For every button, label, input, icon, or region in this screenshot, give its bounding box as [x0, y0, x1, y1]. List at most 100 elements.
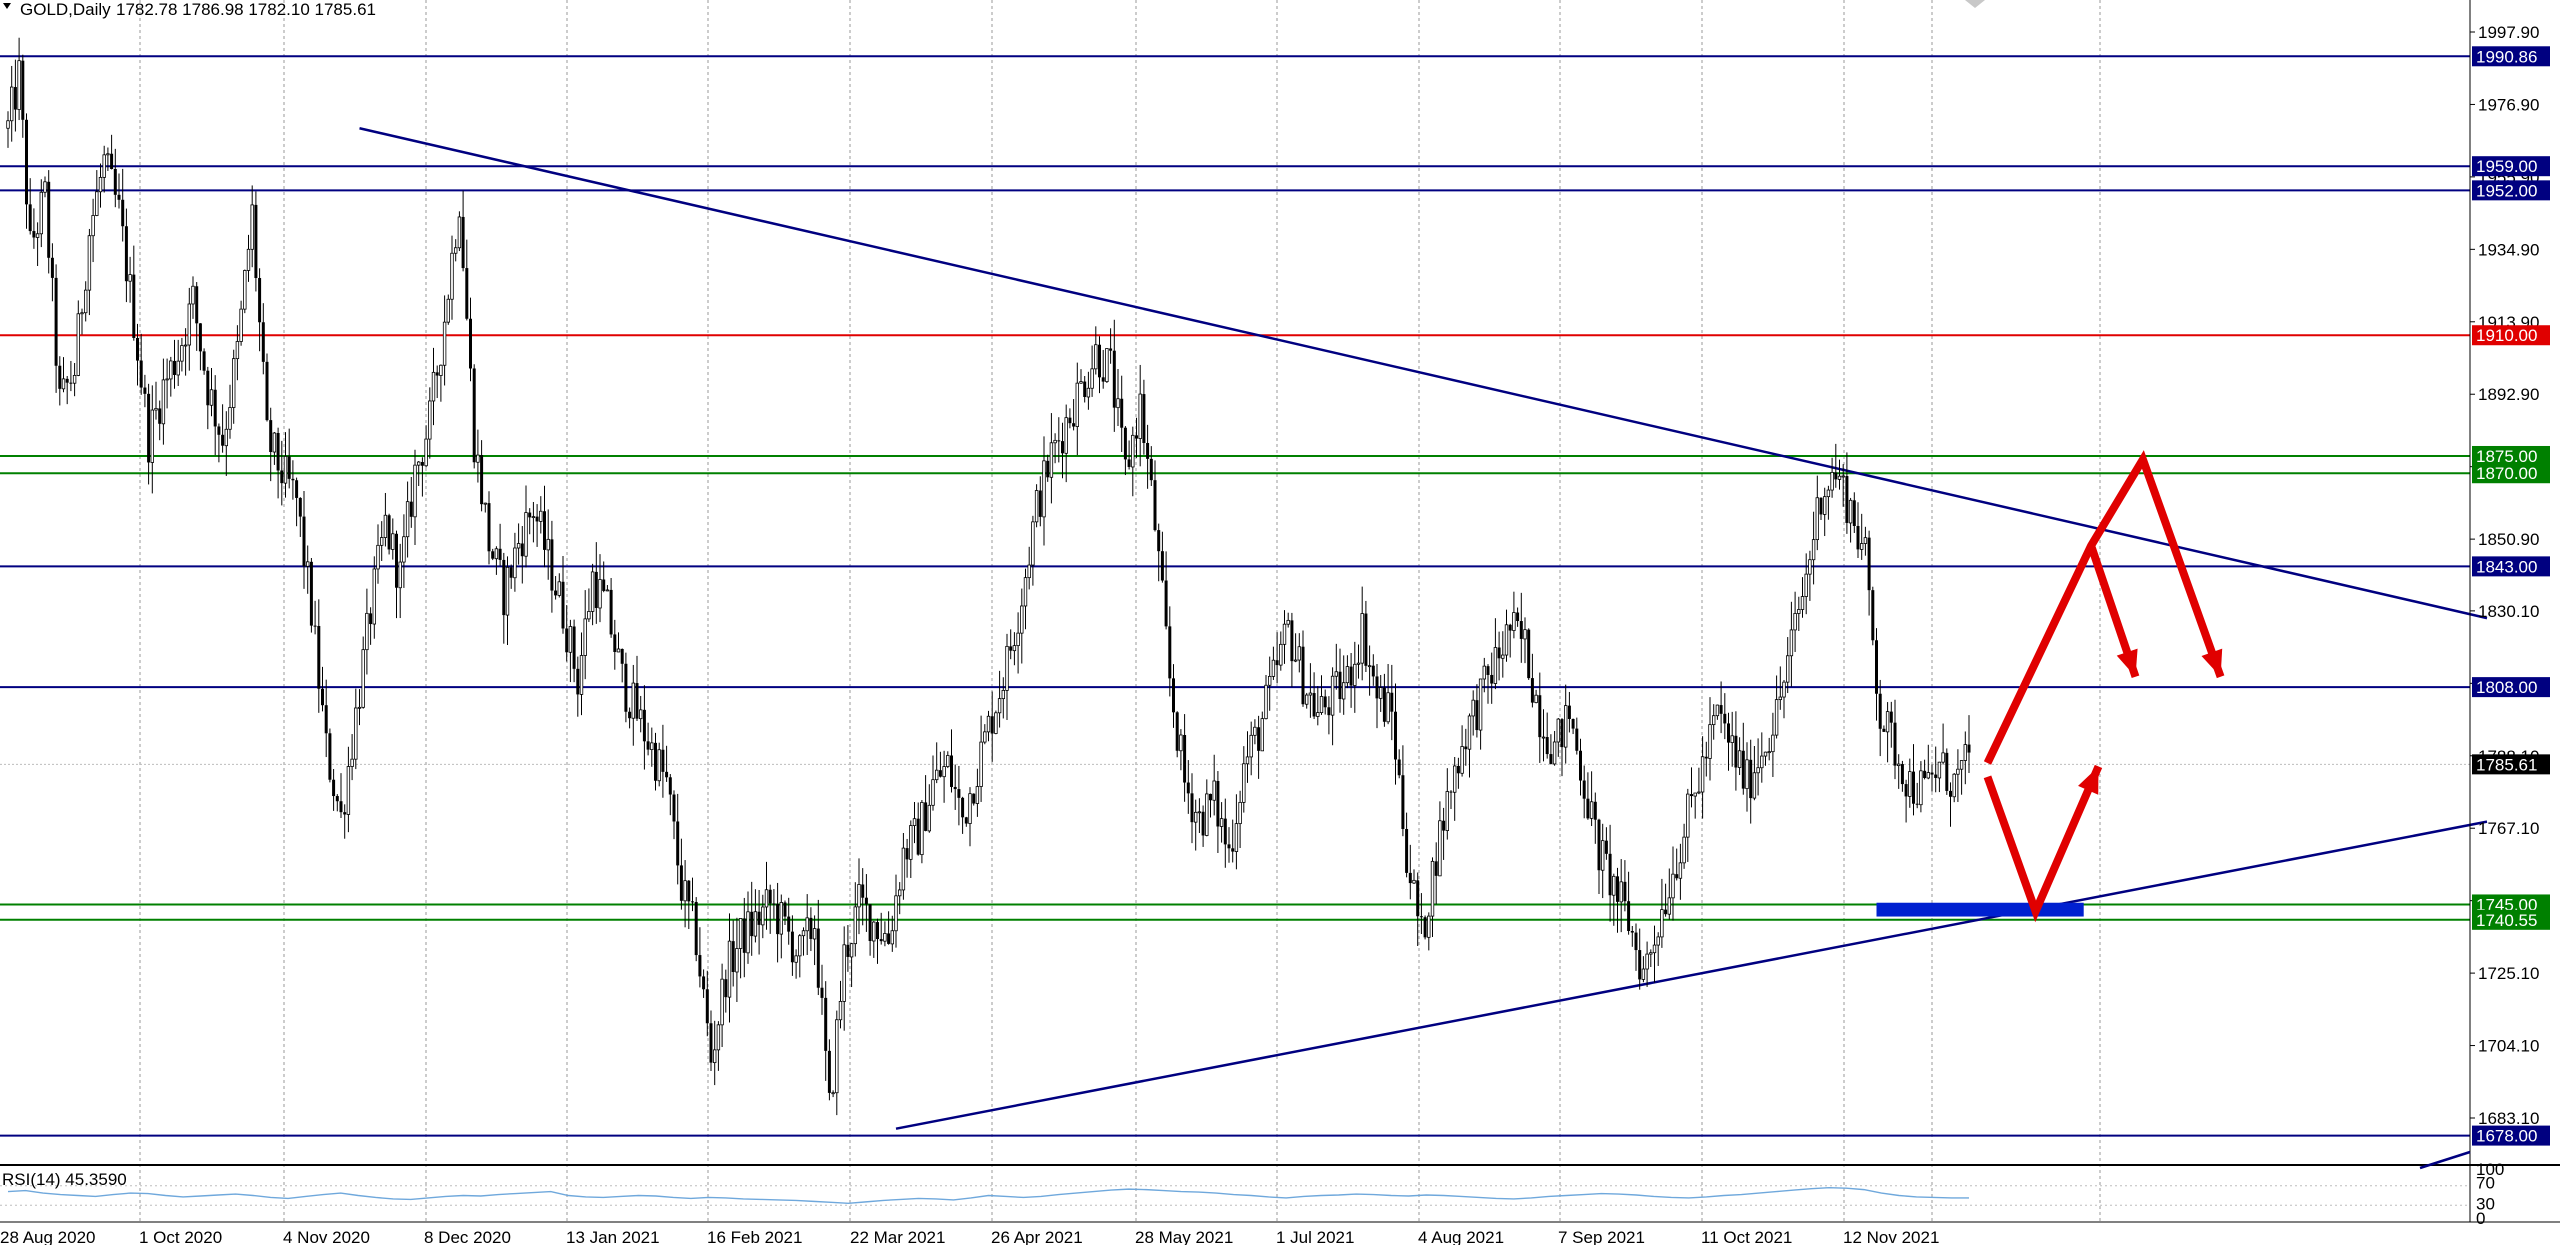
candle-body-bull: [450, 252, 454, 300]
candle-body-bear: [1109, 348, 1113, 351]
price-label-7: 1850.90: [2478, 530, 2539, 549]
candle-body-bear: [790, 931, 794, 963]
candle-body-bear: [687, 880, 691, 902]
candle-body-bear: [824, 997, 828, 1051]
candle-body-bear: [58, 365, 62, 389]
candle-body-bull: [1260, 718, 1264, 752]
time-axis[interactable]: 28 Aug 2020 1 Oct 2020 4 Nov 2020 8 Dec 202…: [0, 1228, 1939, 1245]
candle-body-bear: [295, 480, 299, 498]
projection-arrow-down-to-support-head: [2078, 766, 2099, 795]
candle-body-bull: [379, 537, 384, 546]
candle-body-bull: [831, 1092, 835, 1095]
date-label-9: 1 Jul 2021: [1276, 1228, 1354, 1245]
candle-body-bear: [550, 539, 554, 591]
candle-body-bull: [1512, 612, 1516, 631]
candle-body-bull: [1086, 387, 1091, 398]
candle-body-bear: [565, 628, 569, 653]
candle-body-bull: [1712, 715, 1716, 726]
candle-body-bull: [1830, 471, 1834, 491]
symbol-label: GOLD,Daily: [20, 0, 111, 19]
candle-body-bear: [950, 755, 953, 787]
candle-body-bear: [827, 1050, 831, 1093]
trendlines: [359, 127, 2488, 1130]
candle-body-bull: [986, 715, 991, 733]
candle-body-bull: [235, 341, 240, 360]
candle-body-bull: [1848, 499, 1853, 524]
candle-body-bear: [480, 455, 484, 505]
candle-body-bull: [354, 707, 358, 760]
candle-body-bull: [738, 918, 743, 949]
price-label-5: 1892.90: [2478, 385, 2539, 404]
drawings: [1876, 0, 2225, 923]
candle-body-bear: [291, 478, 295, 481]
level-tag-1678.00: 1678.00: [2476, 1127, 2537, 1146]
candle-body-bear: [1486, 666, 1490, 675]
candle-body-bull: [539, 510, 543, 522]
candle-body-bear: [1878, 693, 1882, 729]
candle-body-bull: [1774, 699, 1779, 736]
candle-body-bear: [665, 771, 669, 778]
candle-body-bear: [1923, 770, 1927, 779]
candle-body-bear: [572, 626, 576, 669]
candle-body-bull: [1919, 770, 1923, 806]
candle-body-bull: [524, 512, 528, 557]
candle-body-bear: [724, 979, 728, 998]
candle-body-bear: [1112, 350, 1116, 408]
candle-body-bear: [554, 590, 558, 596]
candle-body-bear: [1464, 746, 1468, 750]
candle-body-bull: [1837, 475, 1842, 480]
candle-body-bear: [1545, 737, 1549, 755]
candle-body-bear: [783, 902, 787, 917]
candle-body-bull: [1412, 879, 1416, 884]
candle-body-bull: [1005, 645, 1009, 691]
candle-body-bull: [1671, 873, 1675, 899]
level-tag-bg-1875.00: [2472, 445, 2550, 466]
candle-body-bear: [1741, 750, 1745, 789]
candle-body-bull: [1249, 734, 1253, 758]
candle-body-bull: [1956, 768, 1960, 775]
candle-body-bull: [1541, 736, 1546, 739]
date-label-4: 13 Jan 2021: [566, 1228, 660, 1245]
candle-body-bull: [84, 289, 88, 314]
candle-body-bull: [1345, 666, 1350, 684]
candle-body-bear: [1175, 712, 1179, 751]
candle-body-bull: [1471, 699, 1475, 717]
candle-body-bear: [1945, 752, 1949, 791]
candle-body-bull: [516, 543, 521, 549]
candle-body-bull: [1552, 741, 1557, 765]
candle-body-bear: [602, 579, 606, 591]
candle-body-bull: [187, 303, 191, 346]
candle-body-bear: [1419, 916, 1423, 918]
candle-body-bear: [198, 323, 202, 352]
candle-body-bull: [176, 360, 180, 376]
candle-body-bear: [1490, 674, 1494, 684]
candle-body-bear: [1630, 930, 1634, 933]
candle-body-bear: [1201, 811, 1205, 836]
triangle-down-icon[interactable]: [3, 3, 11, 9]
level-tag-bg-1990.86: [2472, 46, 2550, 67]
date-label-13: 12 Nov 2021: [1843, 1228, 1939, 1245]
candle-body-bear: [609, 589, 613, 635]
candle-body-bear: [1845, 476, 1849, 523]
candle-body-bear: [1057, 440, 1061, 442]
candle-body-bull: [1504, 624, 1509, 656]
candle-body-bull: [1212, 780, 1216, 801]
candle-body-bear: [1046, 460, 1050, 478]
candle-body-bull: [1645, 953, 1649, 970]
candle-body-bear: [121, 199, 125, 227]
candle-body-bull: [1268, 675, 1272, 686]
candle-body-bear: [1497, 647, 1501, 659]
candle-body-bull: [838, 1001, 843, 1021]
candle-body-bear: [258, 278, 262, 323]
descending-trendline: [359, 127, 2488, 620]
candle-body-bear: [502, 559, 506, 616]
candle-body-bull: [801, 930, 806, 937]
candle-body-bear: [1904, 784, 1908, 797]
candle-body-bull: [1356, 662, 1361, 665]
candle-body-bear: [964, 817, 968, 824]
candle-body-bull: [346, 766, 351, 815]
candle-body-bear: [750, 911, 754, 937]
candle-body-bear: [1604, 840, 1608, 854]
